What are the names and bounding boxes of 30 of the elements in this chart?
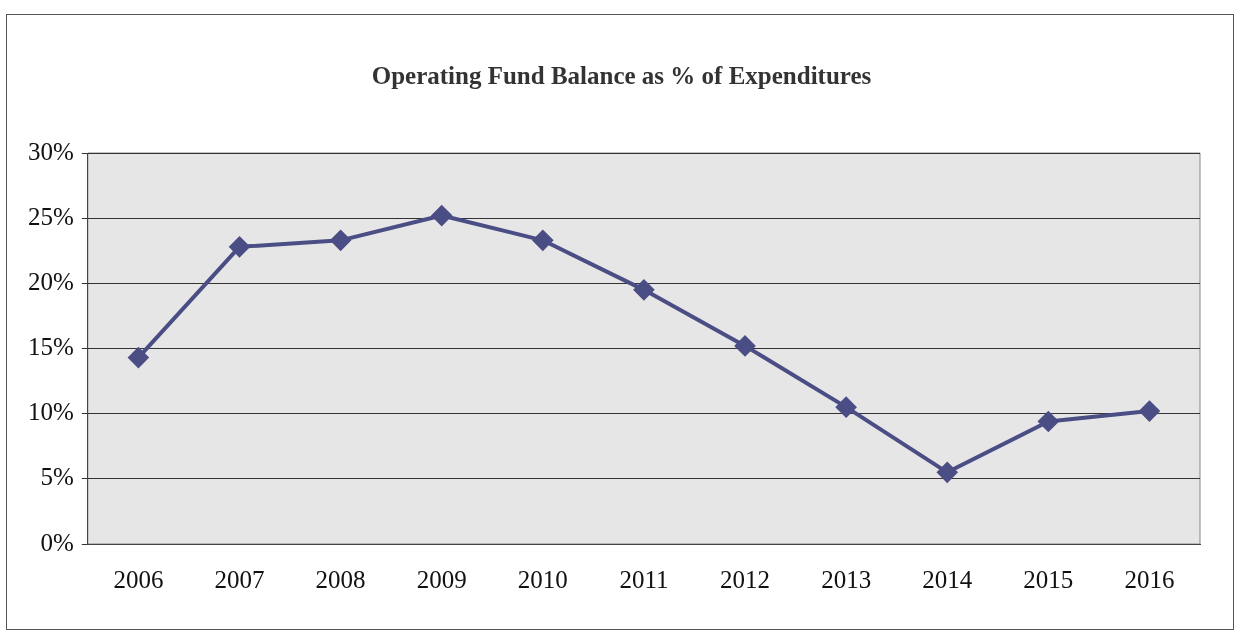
- y-tick-label: 20%: [28, 267, 74, 295]
- chart-title: Operating Fund Balance as % of Expenditures: [370, 62, 873, 90]
- x-tick-label: 2006: [113, 565, 164, 593]
- y-tick-label: 25%: [28, 202, 74, 230]
- point: [1139, 401, 1160, 422]
- x-tick-label: 2009: [416, 565, 467, 593]
- y-tick-label: 0%: [40, 528, 74, 556]
- y-tick-label: 15%: [28, 333, 74, 361]
- x-tick-label: 2015: [1023, 565, 1074, 593]
- point: [330, 230, 351, 251]
- point: [633, 279, 654, 300]
- point: [431, 205, 452, 226]
- point: [735, 335, 756, 356]
- y-tick-label: 10%: [28, 398, 74, 426]
- y-tick-label: 30%: [28, 137, 74, 165]
- x-tick-label: 2012: [720, 565, 771, 593]
- point: [229, 236, 250, 257]
- point: [532, 230, 553, 251]
- x-tick-label: 2014: [922, 565, 973, 593]
- x-tick-label: 2013: [821, 565, 872, 593]
- point: [1038, 411, 1059, 432]
- x-tick-label: 2010: [517, 565, 568, 593]
- point: [836, 397, 857, 418]
- x-tick-label: 2007: [214, 565, 265, 593]
- y-tick-label: 5%: [40, 463, 74, 491]
- point: [128, 347, 149, 368]
- point: [937, 462, 958, 483]
- x-tick-label: 2011: [619, 565, 669, 593]
- x-tick-label: 2016: [1124, 565, 1175, 593]
- x-tick-label: 2008: [315, 565, 366, 593]
